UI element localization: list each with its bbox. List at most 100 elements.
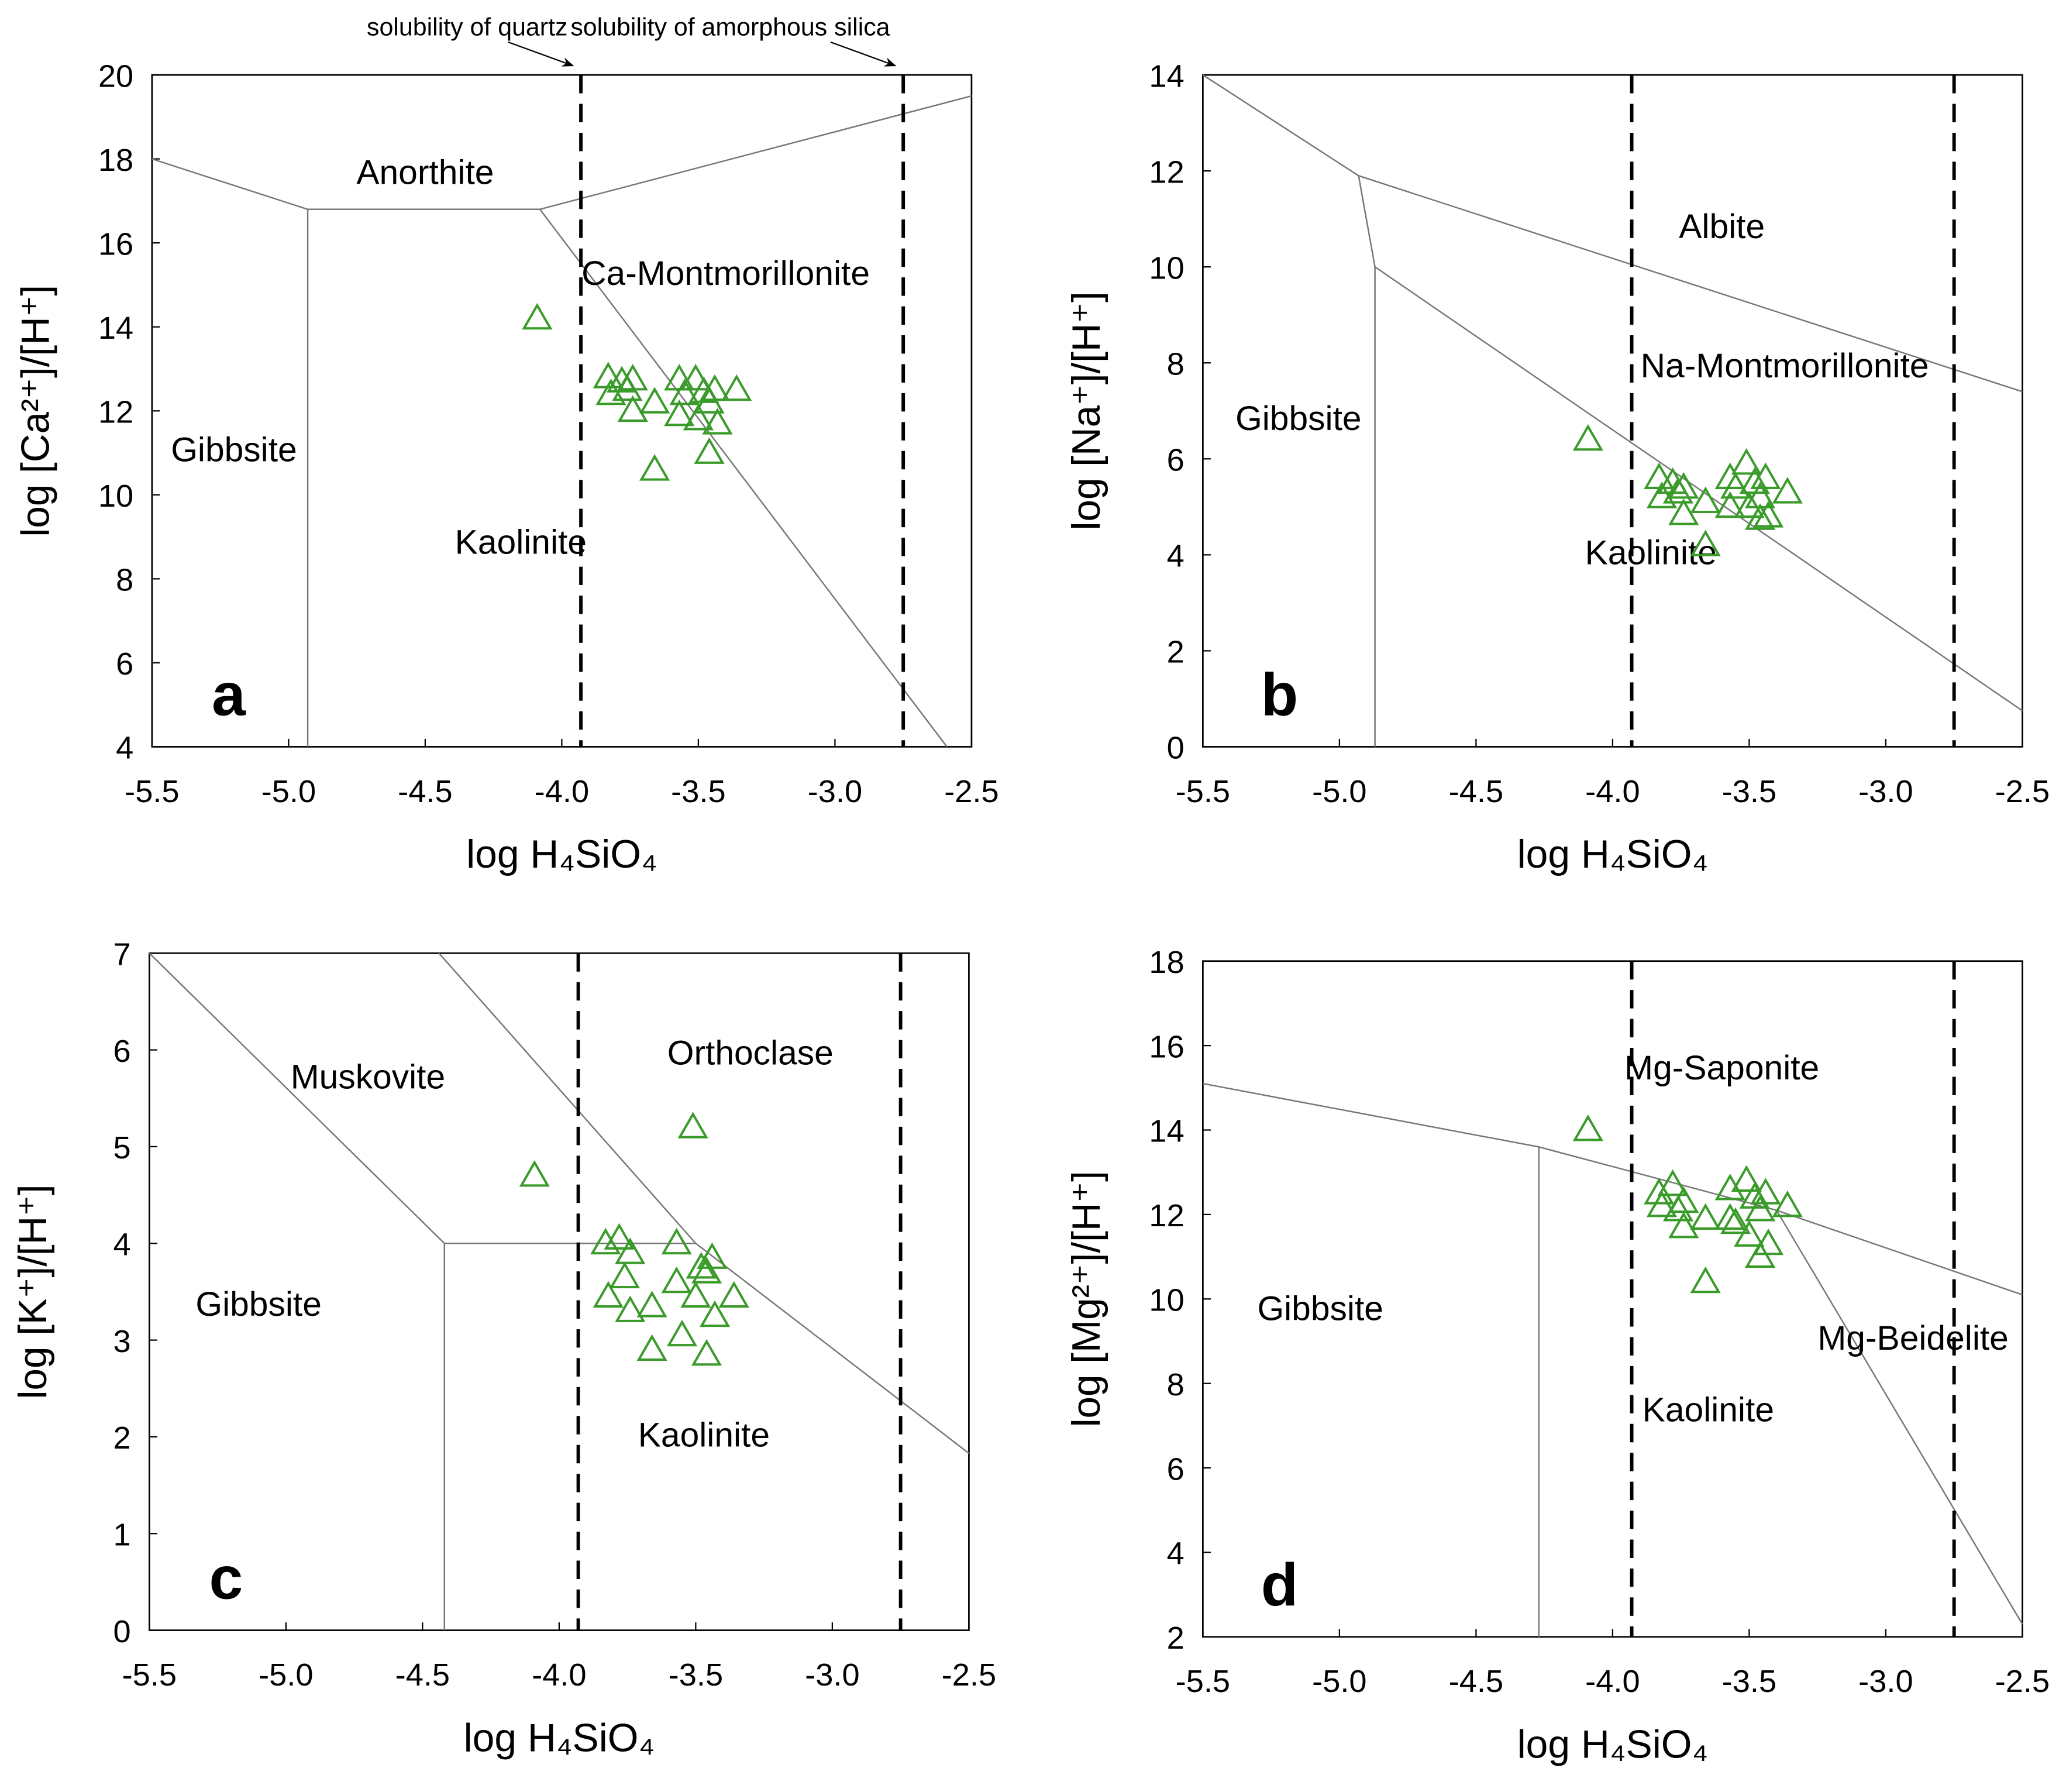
data-point — [686, 1252, 717, 1279]
panel-label: a — [212, 661, 246, 728]
x-tick-label: -3.0 — [808, 774, 862, 809]
phase-boundary — [438, 952, 970, 1454]
data-point — [669, 379, 700, 405]
data-point — [1750, 462, 1781, 489]
y-axis-label: log [Mg²⁺]/[H⁺] — [1065, 1171, 1108, 1427]
data-point — [721, 374, 752, 401]
x-tick-label: -4.5 — [398, 774, 452, 809]
y-tick-label: 4 — [116, 731, 133, 766]
x-tick-label: -3.5 — [1722, 774, 1776, 809]
data-point — [691, 1339, 722, 1366]
data-point — [1644, 1178, 1675, 1205]
y-axis-label: log [K⁺]/[H⁺] — [11, 1184, 55, 1399]
y-tick-label: 2 — [1167, 635, 1184, 670]
region-label: Kaolinite — [638, 1416, 770, 1454]
x-tick-label: -5.0 — [261, 774, 316, 809]
data-point — [590, 1227, 621, 1255]
x-tick-label: -2.5 — [944, 774, 998, 809]
panel-label: c — [209, 1544, 243, 1612]
y-tick-label: 8 — [1167, 1367, 1184, 1402]
data-point — [683, 404, 714, 431]
data-point — [697, 1242, 728, 1269]
region-label: Mg-Beidelite — [1817, 1319, 2008, 1357]
data-point — [639, 454, 670, 481]
x-tick-label: -4.0 — [1585, 1664, 1640, 1699]
x-tick-label: -5.5 — [125, 774, 179, 809]
data-point — [718, 1281, 749, 1308]
data-point — [1690, 486, 1721, 513]
region-label: Gibbsite — [171, 431, 297, 469]
phase-boundary — [1776, 1210, 2023, 1625]
y-tick-label: 3 — [113, 1324, 131, 1359]
annotation: solubility of quartz — [367, 13, 567, 42]
x-axis-label: log H₄SiO₄ — [466, 833, 657, 876]
region-label: Ca-Montmorillonite — [581, 254, 870, 293]
y-tick-label: 12 — [1149, 1198, 1184, 1233]
data-point — [666, 1319, 698, 1347]
y-tick-label: 16 — [98, 227, 133, 262]
y-tick-label: 10 — [1149, 251, 1184, 286]
data-point — [1772, 477, 1803, 504]
y-tick-label: 0 — [113, 1614, 131, 1649]
data-point — [661, 1266, 692, 1294]
data-point — [1720, 1207, 1751, 1234]
x-tick-label: -3.5 — [669, 1657, 723, 1693]
data-point — [615, 1295, 646, 1322]
phase-boundary — [149, 952, 696, 1244]
region-label: Muskovite — [291, 1058, 445, 1096]
data-point — [519, 1160, 550, 1187]
annotation-arrow — [508, 41, 574, 67]
x-tick-label: -5.5 — [1176, 774, 1230, 809]
y-axis-label: log [Na⁺]/[H⁺] — [1065, 291, 1108, 530]
annotation: solubility of amorphous silica — [570, 13, 890, 42]
data-point — [694, 437, 725, 464]
data-point — [617, 395, 648, 422]
data-point — [1753, 501, 1784, 528]
data-point — [593, 1281, 624, 1308]
phase-boundary — [151, 95, 972, 210]
phase-boundary — [1203, 1082, 2023, 1296]
phase-boundary — [1202, 74, 2023, 393]
x-tick-label: -3.5 — [671, 774, 725, 809]
x-tick-label: -5.5 — [1176, 1664, 1230, 1699]
x-tick-label: -3.5 — [1722, 1664, 1776, 1699]
data-point — [1744, 1195, 1776, 1222]
data-point — [1772, 1190, 1803, 1217]
region-label: Na-Montmorillonite — [1641, 347, 1929, 385]
data-point — [1734, 1220, 1765, 1247]
data-point — [1690, 1203, 1721, 1230]
region-label: Orthoclase — [667, 1034, 834, 1072]
data-point — [691, 1257, 722, 1284]
y-tick-label: 20 — [98, 59, 133, 94]
x-tick-label: -4.0 — [535, 774, 589, 809]
x-axis-label: log H₄SiO₄ — [1517, 1723, 1709, 1767]
data-point — [636, 1291, 667, 1318]
x-tick-label: -4.0 — [1585, 774, 1640, 809]
region-label: Gibbsite — [1257, 1290, 1383, 1328]
x-tick-label: -4.5 — [1449, 1664, 1503, 1699]
plot-frame — [151, 74, 973, 748]
data-point — [680, 363, 711, 391]
y-tick-label: 14 — [98, 311, 133, 346]
y-tick-label: 4 — [113, 1227, 131, 1263]
y-tick-label: 18 — [98, 143, 133, 178]
x-tick-label: -4.5 — [395, 1657, 450, 1693]
y-tick-label: 16 — [1149, 1029, 1184, 1064]
y-tick-label: 1 — [113, 1518, 131, 1553]
data-point — [1744, 1241, 1776, 1268]
x-tick-label: -5.0 — [1312, 774, 1366, 809]
data-point — [699, 374, 731, 401]
data-point — [1731, 1165, 1762, 1192]
y-tick-label: 14 — [1149, 1114, 1184, 1149]
data-point — [522, 302, 553, 330]
panel-label: b — [1261, 661, 1299, 728]
data-point — [1657, 1169, 1688, 1196]
x-axis-label: log H₄SiO₄ — [464, 1717, 655, 1760]
x-tick-label: -3.0 — [805, 1657, 859, 1693]
data-point — [1668, 472, 1699, 499]
data-point — [702, 408, 733, 435]
data-point — [1714, 1174, 1745, 1201]
data-point — [1750, 1178, 1781, 1205]
data-point — [664, 399, 695, 426]
y-tick-label: 6 — [116, 646, 133, 682]
